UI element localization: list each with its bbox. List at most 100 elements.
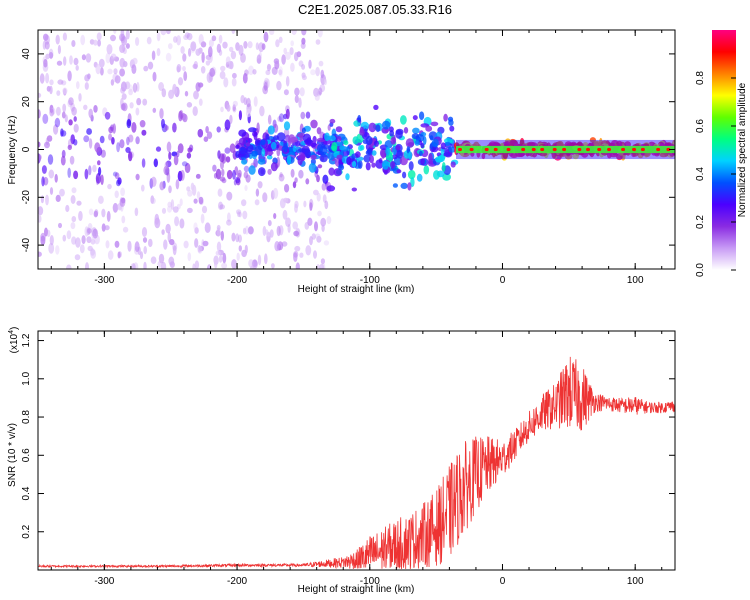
spectrogram-cell — [112, 123, 116, 134]
spectrogram-cell — [248, 165, 256, 175]
spectrogram-cell — [95, 173, 101, 184]
spectrogram-cell — [93, 210, 99, 218]
spectrogram-cell — [73, 170, 79, 180]
spectrogram-cell — [83, 104, 88, 111]
spectrogram-cell — [420, 142, 425, 149]
spectrogram-cell — [318, 60, 324, 67]
spectrogram-cell — [450, 139, 454, 144]
spectrogram-cell — [390, 160, 396, 169]
spectrogram-cell — [101, 223, 106, 232]
spectrogram-cell — [220, 230, 224, 241]
spectrogram-cell — [294, 177, 298, 184]
spectrogram-cell — [98, 166, 102, 176]
spectrogram-cell — [73, 139, 78, 146]
spectrogram-cells — [38, 30, 675, 269]
spectrogram-cell — [229, 143, 236, 153]
spectrogram-cell — [192, 106, 198, 117]
spectrogram-cell — [300, 111, 306, 120]
spectrogram-cell — [443, 113, 448, 122]
spectrogram-cell — [352, 136, 359, 145]
spectrogram-cell — [42, 40, 47, 50]
spectrogram-cell — [319, 263, 325, 269]
spectrogram-cell — [215, 250, 221, 256]
spectrogram-cell — [309, 202, 313, 211]
spectrogram-cell — [71, 216, 77, 223]
spectrogram-cell — [92, 228, 99, 239]
spectrogram-cell — [369, 155, 374, 164]
spectrogram-cell — [212, 164, 217, 172]
spectrogram-cell — [267, 125, 275, 135]
spectrogram-cell — [90, 249, 97, 259]
spectrogram-cell — [198, 34, 204, 45]
colorbar-tick-label: 0.6 — [695, 119, 706, 133]
spectrogram-cell — [160, 30, 167, 36]
x-tick-label: -200 — [227, 275, 247, 286]
y-tick-label: 1.2 — [21, 333, 32, 347]
spectrogram-cell — [345, 173, 350, 181]
spectrogram-cell — [448, 146, 456, 153]
spectrogram-cell — [156, 32, 161, 42]
spectrogram-cell — [316, 235, 322, 243]
spectrogram-cell — [126, 136, 130, 146]
spectrogram-cell — [86, 236, 92, 244]
spectrogram-cell — [93, 105, 98, 113]
spectrogram-cell — [100, 67, 104, 76]
spectrogram-cell — [104, 111, 111, 120]
spectrogram-cell — [247, 226, 254, 235]
spectrogram-cell — [267, 168, 272, 175]
spectrogram-cell — [135, 107, 140, 116]
spectrogram-cell — [232, 104, 236, 112]
spectrogram-cell — [120, 81, 127, 92]
spectrogram-cell — [423, 165, 430, 175]
spectrogram-cell — [57, 79, 64, 85]
spectrogram-cell — [48, 52, 54, 59]
x-tick-label: 0 — [500, 275, 506, 286]
spectrogram-cell — [113, 30, 117, 34]
spectrogram-cell — [385, 146, 390, 156]
spectrogram-cell — [159, 181, 165, 191]
spectrogram-cell — [129, 84, 133, 92]
spectrogram-cell — [430, 121, 439, 127]
spectrogram-peak — [469, 147, 474, 152]
spectrogram-cell — [66, 230, 72, 240]
spectrogram-cell — [60, 155, 66, 166]
spectrogram-cell — [321, 144, 326, 149]
spectrogram-cell — [183, 71, 188, 82]
spectrogram-cell — [41, 165, 47, 174]
spectrogram-cell — [278, 36, 283, 43]
spectrogram-cell — [95, 63, 101, 75]
spectrogram-cell — [113, 68, 118, 75]
spectrogram-cell — [127, 240, 132, 252]
spectrogram-cell — [184, 162, 191, 174]
spectrogram-cell — [141, 184, 145, 192]
spectrogram-cell — [224, 119, 231, 131]
spectrogram-cell — [135, 37, 140, 46]
spectrogram-cell — [237, 172, 242, 180]
spectrogram-cell — [237, 153, 246, 158]
spectrogram-cell — [71, 236, 77, 245]
spectrogram-cell — [283, 121, 291, 131]
colorbar-ticks: 0.0 0.2 0.4 0.6 0.8 — [695, 71, 736, 277]
spectrogram-cell — [197, 128, 204, 138]
spectrogram-cell — [182, 66, 186, 72]
spectrogram-cell — [255, 42, 259, 50]
spectrogram-peak — [656, 147, 661, 152]
spectrogram-cell — [129, 102, 134, 109]
spectrogram-cell — [161, 229, 165, 235]
spectrogram-cell — [238, 129, 247, 137]
spectrogram-cell — [190, 41, 197, 52]
spectrogram-cell — [315, 66, 320, 77]
spectrogram-cell — [266, 63, 271, 72]
spectrogram-cell — [40, 195, 45, 204]
spectrogram-cell — [425, 125, 433, 132]
spectrogram-cell — [416, 173, 423, 182]
spectrogram-cell — [55, 34, 60, 45]
spectrogram-cell — [283, 47, 288, 55]
spectrogram-cell — [150, 195, 155, 204]
spectrogram-cell — [373, 140, 379, 147]
snr-y-multiplier: (x104) — [8, 327, 20, 354]
spectrogram-cell — [38, 206, 44, 216]
spectrogram-cell — [248, 127, 257, 133]
spectrogram-cell — [45, 53, 50, 60]
